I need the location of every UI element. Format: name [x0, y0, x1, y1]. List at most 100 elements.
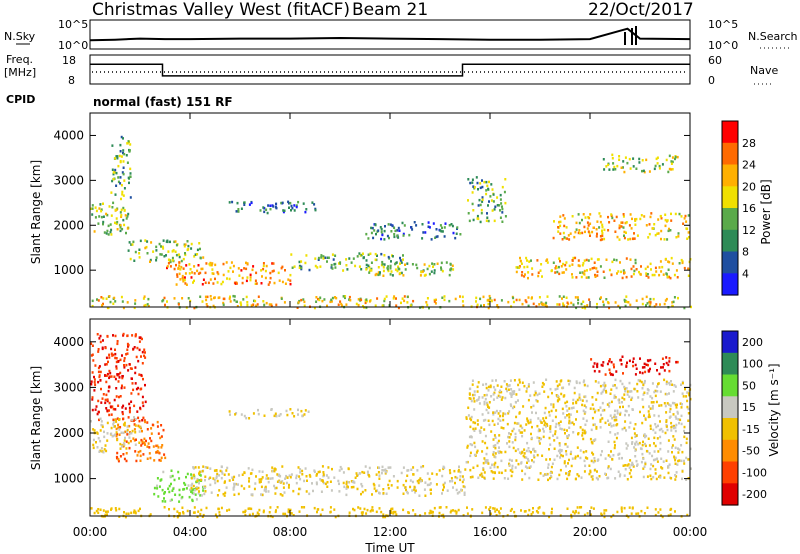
heatmap-cell [301, 473, 304, 476]
heatmap-cell [107, 389, 110, 393]
heatmap-cell [146, 252, 149, 255]
heatmap-cell [137, 416, 140, 420]
heatmap-cell [93, 378, 96, 381]
heatmap-cell [236, 300, 238, 303]
heatmap-cell [182, 512, 185, 515]
heatmap-cell [119, 226, 122, 229]
heatmap-cell [443, 295, 446, 298]
colorbar-swatch [722, 229, 738, 253]
heatmap-cell [562, 302, 565, 305]
heatmap-cell [491, 463, 493, 467]
heatmap-cell [654, 468, 657, 471]
heatmap-cell [118, 154, 121, 158]
colorbar-tick: 16 [742, 202, 756, 215]
heatmap-cell [656, 390, 659, 393]
heatmap-cell [494, 446, 497, 450]
heatmap-cell [325, 474, 328, 477]
heatmap-cell [238, 474, 241, 477]
heatmap-cell [571, 273, 573, 276]
heatmap-cell [92, 428, 95, 431]
heatmap-cell [481, 511, 484, 515]
heatmap-cell [302, 298, 305, 301]
heatmap-cell [396, 234, 399, 238]
heatmap-cell [452, 268, 455, 271]
heatmap-cell [97, 410, 100, 414]
heatmap-cell [562, 214, 565, 217]
heatmap-cell [489, 297, 492, 300]
heatmap-cell [493, 219, 496, 223]
heatmap-cell [97, 508, 100, 511]
heatmap-cell [527, 459, 530, 463]
heatmap-cell [227, 473, 230, 476]
heatmap-cell [625, 221, 628, 224]
heatmap-cell [670, 421, 673, 425]
heatmap-cell [360, 492, 362, 496]
heatmap-cell [494, 461, 497, 465]
heatmap-cell [298, 299, 301, 303]
heatmap-cell [655, 400, 658, 404]
heatmap-cell [498, 204, 501, 207]
heatmap-cell [656, 385, 659, 388]
heatmap-cell [648, 413, 651, 416]
heatmap-cell [356, 255, 359, 258]
heatmap-cell [646, 392, 649, 395]
heatmap-cell [287, 510, 290, 514]
heatmap-cell [101, 424, 104, 427]
heatmap-cell [621, 221, 624, 224]
heatmap-cell [262, 300, 265, 303]
heatmap-cell [392, 475, 395, 478]
heatmap-cell [592, 365, 595, 368]
heatmap-cell [499, 507, 502, 510]
heatmap-cell [667, 450, 670, 453]
heatmap-cell [690, 305, 692, 309]
heatmap-cell [324, 482, 327, 486]
heatmap-cell [380, 471, 383, 475]
heatmap-cell [623, 271, 626, 274]
heatmap-cell [467, 414, 470, 417]
heatmap-cell [284, 269, 286, 272]
heatmap-cell [382, 274, 385, 277]
heatmap-cell [387, 487, 390, 490]
heatmap-cell [526, 417, 529, 420]
heatmap-cell [661, 163, 664, 166]
heatmap-cell [434, 236, 437, 239]
heatmap-cell [598, 212, 601, 215]
colorbar-swatch [722, 418, 738, 441]
heatmap-cell [623, 387, 626, 390]
y-tick-label: 4000 [53, 335, 84, 349]
heatmap-cell [654, 266, 657, 270]
heatmap-cell [105, 510, 107, 513]
heatmap-cell [497, 510, 500, 513]
heatmap-cell [547, 478, 549, 482]
heatmap-cell [383, 297, 386, 301]
heatmap-cell [383, 469, 386, 472]
heatmap-cell [475, 451, 478, 454]
heatmap-cell [644, 418, 647, 421]
heatmap-cell [161, 500, 164, 503]
heatmap-cell [90, 207, 93, 210]
heatmap-cell [121, 412, 124, 416]
heatmap-cell [101, 304, 104, 307]
heatmap-cell [466, 512, 469, 515]
heatmap-cell [192, 281, 194, 284]
heatmap-cell [110, 426, 113, 430]
heatmap-cell [676, 412, 679, 415]
heatmap-cell [118, 395, 120, 399]
heatmap-cell [544, 473, 547, 476]
heatmap-cell [595, 398, 598, 401]
heatmap-cell [683, 459, 685, 463]
heatmap-cell [625, 231, 627, 234]
heatmap-cell [625, 410, 628, 413]
heatmap-cell [375, 232, 377, 236]
heatmap-cell [178, 261, 181, 264]
heatmap-cell [559, 456, 562, 459]
heatmap-cell [525, 390, 528, 393]
heatmap-cell [622, 269, 625, 272]
heatmap-cell [419, 514, 422, 517]
heatmap-cell [114, 356, 117, 360]
heatmap-cell [485, 386, 488, 390]
heatmap-cell [510, 404, 513, 408]
heatmap-cell [249, 273, 252, 277]
heatmap-cell [581, 271, 584, 274]
heatmap-cell [523, 429, 526, 432]
